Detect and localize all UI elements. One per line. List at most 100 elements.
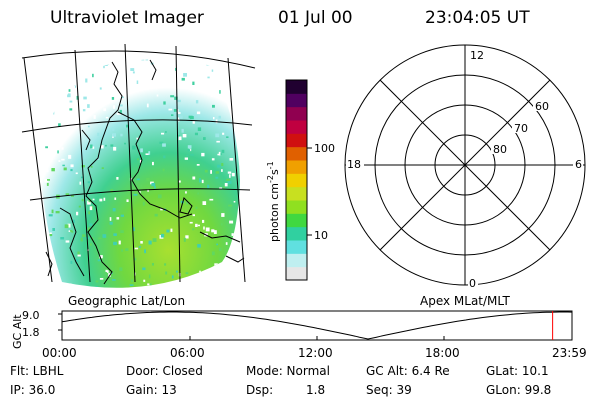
image-speckle bbox=[103, 108, 107, 112]
image-speckle bbox=[91, 146, 95, 149]
orbit-xtick-0000: 00:00 bbox=[42, 346, 77, 360]
colorbar-band bbox=[286, 253, 307, 268]
image-speckle bbox=[221, 169, 223, 172]
image-speckle bbox=[163, 155, 166, 159]
image-speckle bbox=[162, 143, 166, 147]
image-speckle bbox=[233, 201, 236, 203]
image-speckle bbox=[192, 214, 195, 217]
image-speckle bbox=[60, 237, 65, 240]
orbit-ytick-min: 1.8 bbox=[22, 326, 40, 339]
image-speckle bbox=[226, 136, 229, 138]
image-speckle bbox=[171, 275, 174, 279]
image-speckle bbox=[156, 94, 159, 97]
image-speckle bbox=[220, 223, 223, 226]
image-speckle bbox=[207, 76, 210, 79]
image-speckle bbox=[67, 93, 71, 98]
image-speckle bbox=[121, 249, 123, 252]
image-speckle bbox=[103, 65, 105, 69]
image-speckle bbox=[76, 211, 79, 216]
image-speckle bbox=[82, 109, 86, 112]
image-speckle bbox=[89, 206, 93, 211]
image-speckle bbox=[146, 177, 150, 181]
image-speckle bbox=[179, 115, 183, 119]
image-speckle bbox=[110, 144, 114, 147]
image-speckle bbox=[76, 258, 79, 262]
image-speckle bbox=[98, 237, 102, 240]
colorbar-band bbox=[286, 146, 307, 161]
image-speckle bbox=[105, 116, 109, 119]
image-speckle bbox=[229, 158, 234, 161]
image-speckle bbox=[184, 157, 188, 160]
image-speckle bbox=[131, 279, 134, 282]
image-speckle bbox=[146, 103, 149, 108]
image-speckle bbox=[189, 76, 194, 80]
orbit-xtick-2359: 23:59 bbox=[552, 346, 587, 360]
auroral-image bbox=[40, 59, 240, 288]
image-speckle bbox=[165, 72, 168, 76]
image-speckle bbox=[214, 263, 218, 267]
image-speckle bbox=[139, 160, 142, 163]
image-speckle bbox=[216, 243, 218, 246]
geographic-grid bbox=[21, 43, 256, 283]
image-speckle bbox=[67, 223, 71, 228]
image-speckle bbox=[69, 100, 73, 103]
colorbar-band bbox=[286, 120, 307, 134]
image-speckle bbox=[99, 198, 103, 202]
polar-panel-label: Apex MLat/MLT bbox=[420, 294, 510, 308]
image-speckle bbox=[61, 158, 65, 161]
image-speckle bbox=[90, 144, 93, 149]
colorbar-band bbox=[286, 213, 307, 228]
image-speckle bbox=[144, 249, 146, 254]
image-speckle bbox=[64, 95, 67, 98]
header-time: 23:04:05 UT bbox=[425, 8, 530, 28]
image-speckle bbox=[231, 233, 234, 236]
image-speckle bbox=[87, 181, 90, 184]
status-filter: Flt: LBHL bbox=[10, 364, 64, 378]
image-speckle bbox=[152, 161, 154, 166]
image-speckle bbox=[133, 193, 138, 196]
image-speckle bbox=[62, 164, 65, 167]
colorbar-band bbox=[286, 93, 307, 108]
image-speckle bbox=[196, 111, 201, 115]
image-speckle bbox=[109, 221, 113, 225]
image-speckle bbox=[165, 271, 168, 275]
image-speckle bbox=[119, 104, 123, 107]
image-speckle bbox=[160, 233, 165, 238]
colorbar-band bbox=[286, 160, 307, 174]
image-speckle bbox=[87, 125, 90, 128]
image-speckle bbox=[192, 120, 195, 124]
image-speckle bbox=[77, 251, 80, 255]
image-speckle bbox=[195, 206, 198, 209]
image-speckle bbox=[71, 219, 75, 223]
image-speckle bbox=[81, 165, 85, 168]
image-speckle bbox=[58, 123, 61, 127]
image-speckle bbox=[87, 104, 90, 108]
image-speckle bbox=[143, 68, 148, 72]
image-speckle bbox=[197, 192, 200, 195]
image-speckle bbox=[186, 201, 189, 205]
image-speckle bbox=[51, 168, 55, 172]
status-glon: GLon: 99.8 bbox=[486, 383, 552, 397]
image-speckle bbox=[151, 182, 156, 187]
image-speckle bbox=[173, 109, 177, 112]
image-speckle bbox=[142, 201, 145, 206]
image-speckle bbox=[87, 200, 91, 205]
image-speckle bbox=[112, 279, 116, 281]
header-date: 01 Jul 00 bbox=[278, 8, 353, 28]
image-speckle bbox=[192, 176, 196, 180]
image-speckle bbox=[64, 224, 69, 229]
image-speckle bbox=[219, 90, 221, 94]
image-speckle bbox=[154, 186, 156, 189]
image-speckle bbox=[224, 183, 228, 187]
image-speckle bbox=[105, 269, 108, 272]
image-speckle bbox=[63, 167, 67, 171]
image-speckle bbox=[71, 230, 74, 233]
image-speckle bbox=[216, 140, 220, 143]
image-speckle bbox=[227, 171, 232, 174]
orbit-xtick-1200: 12:00 bbox=[298, 346, 333, 360]
image-speckle bbox=[94, 94, 98, 97]
image-speckle bbox=[78, 205, 81, 208]
